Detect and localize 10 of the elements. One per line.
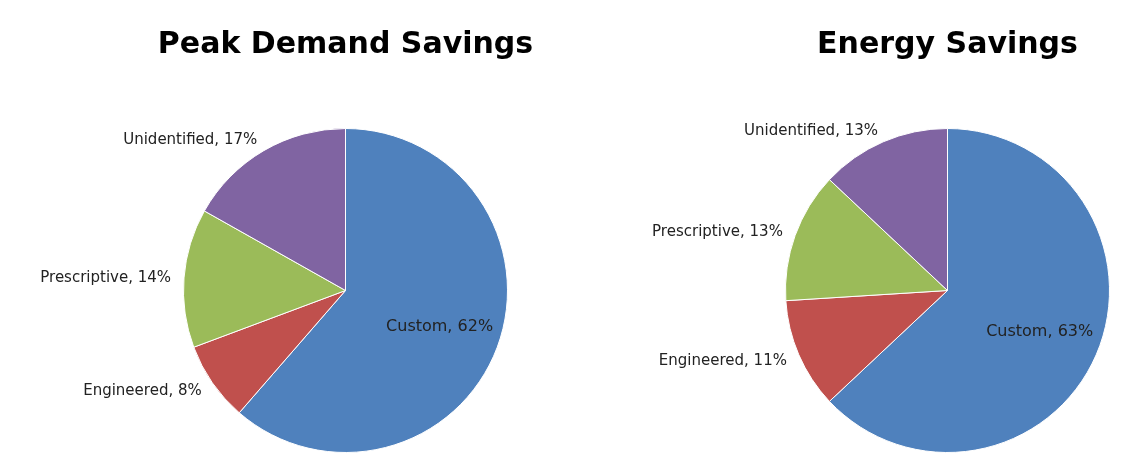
slice-label: Prescriptive, 13% [652,222,783,241]
slice-label: Engineered, 11% [658,350,787,369]
slice-label: Custom, 63% [986,320,1094,340]
chart-title: Energy Savings [817,25,1078,60]
slice-label: Unidentified, 17% [123,130,258,149]
slice-label: Prescriptive, 14% [40,267,172,286]
slice-label: Custom, 62% [386,316,494,336]
slice-label: Unidentified, 13% [743,120,879,139]
chart-title: Peak Demand Savings [157,25,534,60]
slice-label: Engineered, 8% [83,381,202,400]
